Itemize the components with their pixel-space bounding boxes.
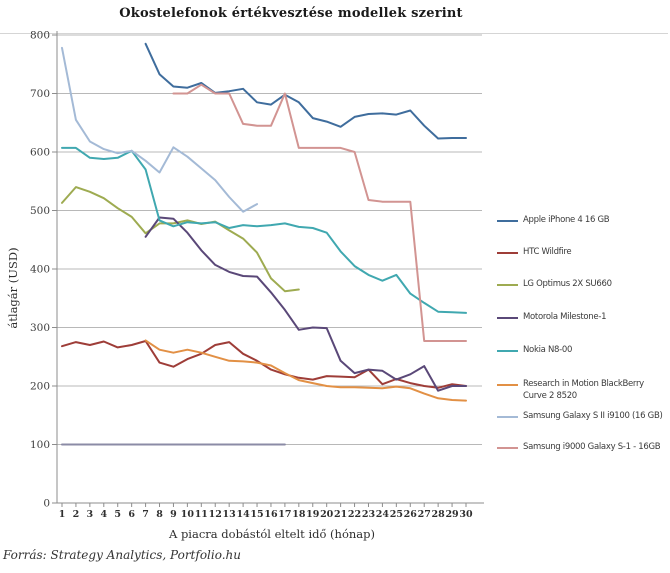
x-tick-label-16: 16 (264, 509, 278, 520)
x-tick-label-1: 1 (59, 509, 66, 520)
legend-entry-htc-wildfire: HTC Wildfire (497, 247, 669, 259)
x-tick-label-13: 13 (223, 509, 236, 520)
x-tick-label-6: 6 (128, 509, 135, 520)
y-tick-label-800: 800 (30, 30, 50, 42)
legend-entry-samsung-galaxy-s-ii-i9100-16-gb: Samsung Galaxy S II i9100 (16 GB) (497, 411, 669, 423)
legend-swatch-apple-iphone-4-16-gb (497, 220, 518, 222)
x-tick-label-27: 27 (418, 509, 431, 520)
legend-entry-motorola-milestone-1: Motorola Milestone-1 (497, 312, 669, 324)
legend-entry-lg-optimus-2x-su660: LG Optimus 2X SU660 (497, 279, 669, 291)
x-tick-label-17: 17 (278, 509, 291, 520)
x-tick-label-15: 15 (250, 509, 263, 520)
x-tick-label-3: 3 (87, 509, 94, 520)
x-tick-label-9: 9 (170, 509, 177, 520)
y-tick-label-600: 600 (30, 147, 50, 159)
x-tick-label-20: 20 (320, 509, 334, 520)
y-tick-label-300: 300 (30, 322, 50, 334)
x-tick-label-29: 29 (445, 509, 459, 520)
title-divider (0, 33, 668, 34)
legend-label-samsung-i9000-galaxy-s-1-16gb: Samsung i9000 Galaxy S-1 - 16GB (523, 442, 661, 452)
x-tick-label-10: 10 (181, 509, 195, 520)
series-line-motorola-milestone-1 (144, 216, 467, 392)
legend-swatch-motorola-milestone-1 (497, 317, 518, 319)
x-tick-label-4: 4 (100, 509, 107, 520)
legend-label-samsung-galaxy-s-ii-i9100-16-gb: Samsung Galaxy S II i9100 (16 GB) (523, 411, 663, 421)
y-tick-label-0: 0 (43, 498, 50, 510)
x-tick-label-23: 23 (362, 509, 375, 520)
legend-label-htc-wildfire: HTC Wildfire (523, 247, 572, 257)
legend-swatch-htc-wildfire (497, 252, 518, 254)
x-tick-label-2: 2 (73, 509, 80, 520)
legend-swatch-samsung-galaxy-s-ii-i9100-16-gb (497, 416, 518, 418)
x-axis-title: A piacra dobástól eltelt idő (hónap) (168, 527, 375, 541)
series-line-nokia-n8-00 (61, 146, 467, 314)
x-tick-label-26: 26 (404, 509, 418, 520)
series-line-research-in-motion-blackberry-curve-2-8520 (144, 339, 467, 402)
legend-swatch-research-in-motion-blackberry-curve-2-8520 (497, 384, 518, 386)
y-axis-title: átlagár (USD) (6, 247, 20, 329)
legend-entry-apple-iphone-4-16-gb: Apple iPhone 4 16 GB (497, 215, 669, 227)
legend-label-research-in-motion-blackberry-curve-2-8520: Research in Motion BlackBerry Curve 2 85… (523, 379, 644, 401)
source-note: Forrás: Strategy Analytics, Portfolio.hu (3, 548, 242, 562)
legend-label-lg-optimus-2x-su660: LG Optimus 2X SU660 (523, 279, 612, 289)
x-tick-label-14: 14 (236, 509, 250, 520)
x-tick-label-24: 24 (376, 509, 390, 520)
y-tick-label-400: 400 (30, 264, 50, 276)
series-line-samsung-galaxy-s-ii-i9100-16-gb (61, 46, 258, 213)
x-tick-label-8: 8 (156, 509, 163, 520)
series-line-lg-optimus-2x-su660 (61, 186, 300, 293)
legend-swatch-lg-optimus-2x-su660 (497, 284, 518, 286)
x-tick-label-18: 18 (292, 509, 306, 520)
legend-entry-nokia-n8-00: Nokia N8-00 (497, 345, 669, 357)
y-tick-label-200: 200 (30, 381, 50, 393)
legend-label-motorola-milestone-1: Motorola Milestone-1 (523, 312, 607, 322)
x-tick-label-21: 21 (334, 509, 347, 520)
y-tick-label-700: 700 (30, 88, 50, 100)
x-tick-label-25: 25 (390, 509, 403, 520)
chart-title: Okostelefonok értékvesztése modellek sze… (119, 6, 463, 21)
series-line-apple-iphone-4-16-gb (144, 42, 467, 140)
x-tick-label-30: 30 (459, 509, 473, 520)
legend-entry-samsung-i9000-galaxy-s-1-16gb: Samsung i9000 Galaxy S-1 - 16GB (497, 442, 669, 454)
legend-entry-research-in-motion-blackberry-curve-2-8520: Research in Motion BlackBerry Curve 2 85… (497, 379, 669, 402)
x-tick-label-19: 19 (306, 509, 320, 520)
x-tick-label-28: 28 (432, 509, 446, 520)
y-tick-label-500: 500 (30, 205, 50, 217)
legend-swatch-nokia-n8-00 (497, 350, 518, 352)
x-tick-label-12: 12 (209, 509, 222, 520)
legend-swatch-samsung-i9000-galaxy-s-1-16gb (497, 447, 518, 449)
series-line-samsung-i9000-galaxy-s-1-16gb (172, 83, 467, 342)
x-tick-label-22: 22 (348, 509, 361, 520)
y-tick-label-100: 100 (30, 439, 50, 451)
x-tick-label-11: 11 (195, 509, 208, 520)
x-tick-label-5: 5 (114, 509, 121, 520)
x-tick-label-7: 7 (142, 509, 149, 520)
legend-label-apple-iphone-4-16-gb: Apple iPhone 4 16 GB (523, 215, 610, 225)
legend-label-nokia-n8-00: Nokia N8-00 (523, 345, 573, 355)
